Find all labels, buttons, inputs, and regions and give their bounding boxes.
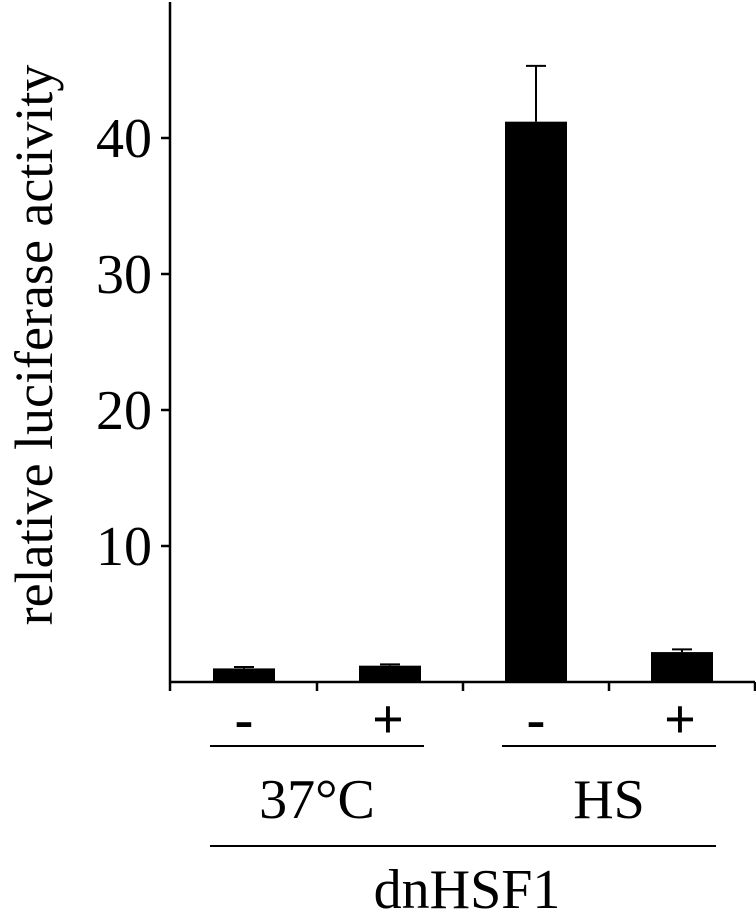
y-tick-label-40: 40	[96, 108, 152, 170]
y-tick-label-30: 30	[96, 244, 152, 306]
category-label-3: +	[664, 689, 696, 751]
category-label-0: -	[235, 689, 254, 751]
y-axis-label: relative luciferase activity	[4, 65, 64, 626]
group-label-0: 37°C	[259, 769, 375, 831]
bar-1	[359, 665, 421, 682]
bar-0	[213, 668, 275, 682]
y-tick-label-20: 20	[96, 380, 152, 442]
category-label-1: +	[372, 689, 404, 751]
group-label-1: HS	[573, 769, 645, 831]
bar-2	[505, 121, 567, 683]
super-group-label: dnHSF1	[374, 859, 561, 914]
bar-3	[651, 652, 713, 682]
category-label-2: -	[527, 689, 546, 751]
y-tick-label-10: 10	[96, 516, 152, 578]
